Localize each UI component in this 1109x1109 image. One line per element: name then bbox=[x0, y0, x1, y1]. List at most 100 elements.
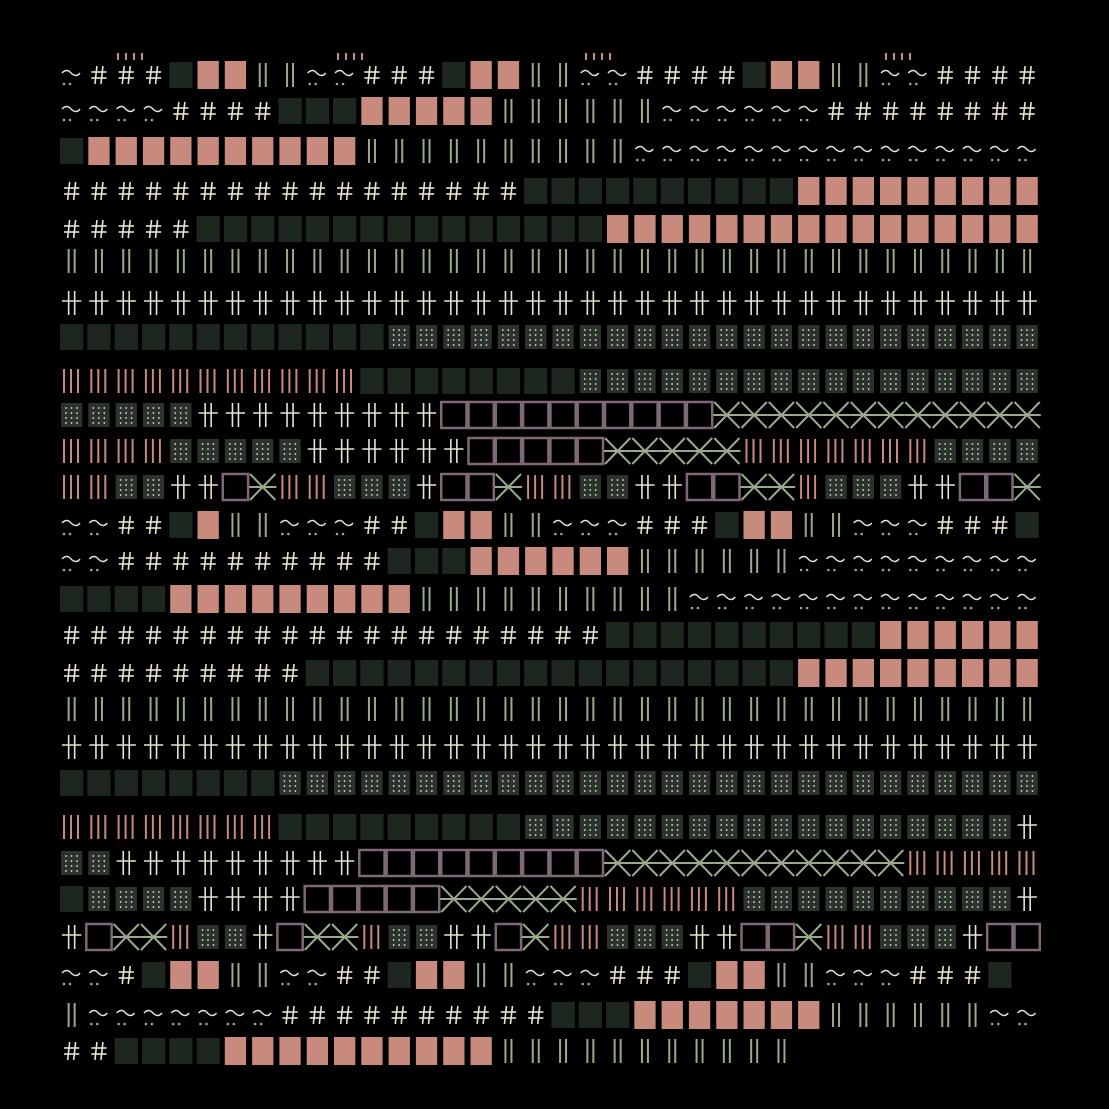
cell-cross bbox=[553, 291, 573, 315]
cell-dark bbox=[60, 586, 84, 612]
cell-salmon bbox=[798, 1001, 820, 1029]
cell-dark bbox=[442, 814, 466, 840]
cell-dots bbox=[1016, 439, 1038, 463]
cell-hash bbox=[637, 515, 653, 535]
cell-cross bbox=[143, 291, 164, 315]
cell-dots bbox=[115, 403, 137, 427]
cell-hash bbox=[964, 965, 981, 985]
cell-x-mesh bbox=[958, 401, 987, 429]
cell-dots bbox=[634, 771, 656, 795]
cell-bars bbox=[941, 697, 950, 721]
cell-cross bbox=[1017, 815, 1037, 839]
cell-cross bbox=[362, 291, 382, 315]
cell-cross bbox=[280, 735, 300, 759]
cell-bars bbox=[586, 139, 595, 163]
cell-bars bbox=[422, 139, 431, 163]
cell-cross bbox=[143, 851, 164, 875]
cell-hash bbox=[173, 181, 189, 201]
cell-hash bbox=[337, 965, 353, 985]
cell-box bbox=[712, 472, 741, 502]
cell-salmon bbox=[934, 177, 956, 205]
cell-hash bbox=[309, 181, 325, 201]
cell-dark bbox=[769, 660, 794, 686]
cell-dots bbox=[934, 439, 956, 463]
cell-pink-ticks bbox=[117, 369, 134, 393]
cell-x-mesh bbox=[522, 923, 550, 951]
cell-cross bbox=[1017, 887, 1037, 911]
cell-punct bbox=[170, 1009, 190, 1026]
cell-bars bbox=[531, 99, 540, 123]
cell-hash bbox=[337, 1005, 353, 1025]
cell-dark bbox=[715, 660, 739, 686]
cell-punct bbox=[798, 555, 818, 572]
cell-box bbox=[412, 884, 441, 914]
cell-hash bbox=[200, 625, 216, 645]
cell-cross bbox=[717, 291, 737, 315]
cell-hash bbox=[173, 219, 189, 239]
cell-hash bbox=[337, 181, 353, 201]
cell-dark bbox=[742, 178, 766, 204]
cell-box bbox=[685, 472, 714, 502]
cell-hash bbox=[855, 101, 871, 121]
cell-hash bbox=[118, 625, 134, 645]
pattern-row bbox=[61, 547, 1037, 575]
cell-dots bbox=[1016, 325, 1038, 349]
cell-punct bbox=[525, 969, 545, 986]
cell-dark bbox=[414, 368, 439, 394]
cell-punct bbox=[580, 69, 600, 86]
cell-dots bbox=[716, 771, 738, 795]
cell-box bbox=[385, 848, 414, 878]
cell-hash bbox=[309, 625, 325, 645]
cell-dots bbox=[743, 325, 765, 349]
cell-bars bbox=[668, 697, 677, 721]
cell-cross bbox=[635, 735, 655, 759]
cell-dark bbox=[660, 660, 684, 686]
cell-dark bbox=[606, 622, 630, 648]
cell-bars bbox=[886, 249, 895, 273]
cell-dots bbox=[88, 887, 110, 911]
cell-bars bbox=[258, 513, 267, 537]
cell-salmon bbox=[907, 215, 929, 243]
cell-bars bbox=[231, 513, 240, 537]
cell-hash bbox=[418, 1005, 435, 1025]
cell-punct bbox=[880, 519, 900, 536]
cell-bars bbox=[913, 249, 922, 273]
cell-x-mesh bbox=[767, 849, 796, 877]
cell-hash bbox=[337, 625, 353, 645]
cell-dots bbox=[61, 851, 83, 875]
cell-salmon bbox=[770, 61, 793, 89]
cell-hash bbox=[719, 65, 735, 85]
cell-cross bbox=[662, 475, 682, 499]
cell-dark bbox=[196, 324, 220, 350]
cell-punct bbox=[197, 1009, 218, 1026]
cell-cross bbox=[608, 735, 628, 759]
pattern-row bbox=[63, 472, 1041, 502]
cell-dark bbox=[169, 1038, 193, 1064]
cell-dots bbox=[661, 771, 683, 795]
cell-box bbox=[521, 436, 550, 466]
cell-punct bbox=[880, 555, 900, 572]
cell-cross bbox=[307, 439, 327, 463]
cell-punct bbox=[88, 105, 108, 122]
cell-cross bbox=[335, 735, 355, 759]
cell-dark bbox=[606, 660, 630, 686]
cell-box bbox=[767, 922, 796, 952]
pattern-row bbox=[60, 770, 1038, 796]
cell-punct bbox=[798, 593, 818, 610]
cell-hash bbox=[364, 515, 380, 535]
cell-box bbox=[358, 884, 386, 914]
cell-hash bbox=[282, 663, 298, 683]
cell-hash bbox=[227, 101, 244, 121]
cell-dots bbox=[934, 925, 956, 949]
cell-pink-ticks bbox=[63, 369, 79, 393]
cell-salmon bbox=[415, 961, 438, 989]
cell-box bbox=[740, 922, 769, 952]
cell-cross bbox=[771, 735, 792, 759]
cell-pink-ticks bbox=[281, 475, 298, 499]
cell-dark bbox=[169, 512, 193, 538]
cell-cross bbox=[389, 403, 409, 427]
cell-bars bbox=[395, 697, 404, 721]
cell-dark bbox=[742, 62, 766, 88]
cell-dark bbox=[442, 368, 466, 394]
cell-hash bbox=[118, 181, 134, 201]
